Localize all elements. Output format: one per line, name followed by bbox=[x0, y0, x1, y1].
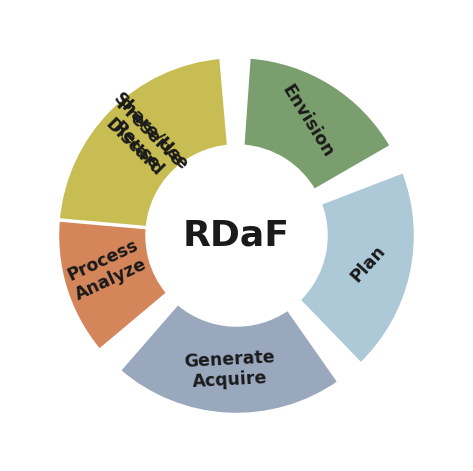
Text: Envision: Envision bbox=[278, 82, 337, 161]
Text: Share/Use
Reuse: Share/Use Reuse bbox=[95, 89, 192, 188]
Wedge shape bbox=[68, 65, 210, 205]
Wedge shape bbox=[58, 201, 168, 350]
Text: Generate
Acquire: Generate Acquire bbox=[183, 348, 276, 391]
Wedge shape bbox=[119, 303, 339, 414]
Text: Plan: Plan bbox=[347, 242, 389, 285]
Text: Process
Analyze: Process Analyze bbox=[64, 236, 150, 304]
Wedge shape bbox=[58, 57, 229, 227]
Wedge shape bbox=[243, 57, 392, 191]
Text: RDaF: RDaF bbox=[183, 219, 290, 252]
Text: Preserve
Discard: Preserve Discard bbox=[97, 96, 186, 185]
Wedge shape bbox=[298, 171, 415, 364]
